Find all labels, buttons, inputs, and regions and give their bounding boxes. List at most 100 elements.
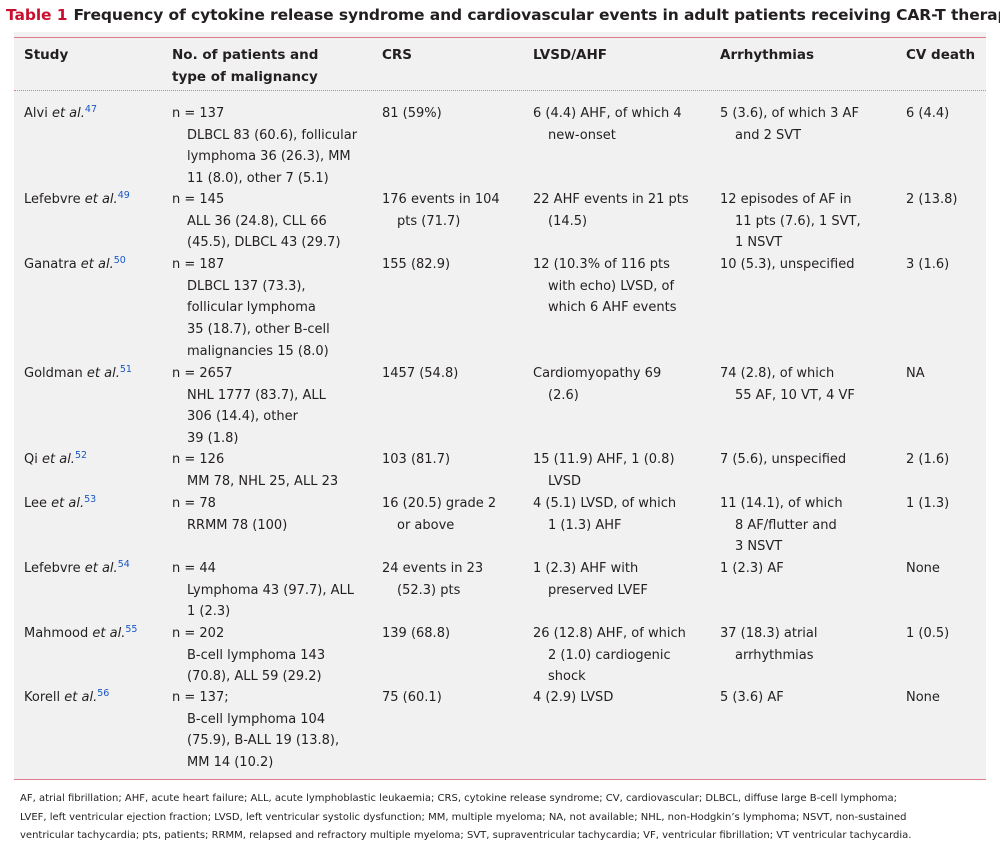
arrhythmias-cell-line: 10 (5.3), unspecified — [720, 257, 855, 272]
reference-link[interactable]: 49 — [117, 190, 130, 201]
arrhythmias-cell-line: 8 AF/flutter and — [735, 517, 837, 533]
patients-cell: n = 2657 NHL 1777 (83.7), ALL 306 (14.4), … — [172, 363, 326, 450]
arrhythmias-cell-line: 12 episodes of AF in — [720, 192, 852, 207]
lvsd-ahf-cell-line: shock — [548, 669, 586, 685]
lvsd-ahf-cell-line: 22 AHF events in 21 pts — [533, 192, 689, 207]
lvsd-ahf-cell: 15 (11.9) AHF, 1 (0.8) LVSD — [533, 449, 675, 492]
patients-cell-line: 35 (18.7), other B-cell — [187, 322, 330, 338]
patients-cell: n = 78 RRMM 78 (100) — [172, 493, 287, 536]
crs-cell-line: 81 (59%) — [382, 106, 442, 121]
cv-death-cell: NA — [906, 366, 925, 381]
crs-cell: 75 (60.1) — [382, 687, 442, 709]
patients-cell-line: n = 2657 — [172, 366, 233, 381]
cv-death-cell: 6 (4.4) — [906, 106, 950, 121]
header-patients-line1: No. of patients and — [172, 47, 319, 63]
header-lvsd-ahf: LVSD/AHF — [533, 47, 608, 63]
arrhythmias-cell: 12 episodes of AF in 11 pts (7.6), 1 SVT,… — [720, 189, 861, 254]
study-etal: et al. — [92, 626, 126, 641]
arrhythmias-cell-line: 7 (5.6), unspecified — [720, 452, 847, 467]
patients-cell-line: NHL 1777 (83.7), ALL — [187, 387, 326, 403]
arrhythmias-cell: 11 (14.1), of which 8 AF/flutter and 3 NSV… — [720, 493, 843, 558]
patients-cell-line: B-cell lymphoma 104 — [187, 711, 326, 727]
arrhythmias-cell-line: and 2 SVT — [735, 127, 802, 143]
patients-cell: n = 145 ALL 36 (24.8), CLL 66 (45.5), DLBC… — [172, 189, 341, 254]
study-author: Goldman — [24, 366, 83, 381]
patients-cell-line: ALL 36 (24.8), CLL 66 — [187, 213, 327, 229]
lvsd-ahf-cell: 4 (2.9) LVSD — [533, 687, 613, 709]
lvsd-ahf-cell-line: 1 (1.3) AHF — [548, 517, 622, 533]
study-cell: Lefebvre et al.54 — [24, 558, 130, 580]
lvsd-ahf-cell: 22 AHF events in 21 pts (14.5) — [533, 189, 689, 232]
reference-link[interactable]: 52 — [74, 450, 88, 461]
arrhythmias-cell: 37 (18.3) atrial arrhythmias — [720, 623, 818, 666]
reference-link[interactable]: 53 — [84, 494, 97, 505]
lvsd-ahf-cell-line: 26 (12.8) AHF, of which — [533, 626, 686, 641]
study-etal: et al. — [42, 452, 75, 467]
arrhythmias-cell: 5 (3.6), of which 3 AF and 2 SVT — [720, 103, 859, 146]
crs-cell: 139 (68.8) — [382, 623, 450, 645]
patients-cell-line: RRMM 78 (100) — [187, 517, 288, 533]
table-footnote: AF, atrial fibrillation; AHF, acute hear… — [20, 790, 988, 846]
header-arrhythmias: Arrhythmias — [720, 47, 815, 63]
lvsd-ahf-cell: 12 (10.3% of 116 pts with echo) LVSD, of w… — [533, 254, 676, 319]
patients-cell-line: n = 126 — [172, 452, 225, 467]
study-cell: Qi et al.52 — [24, 449, 87, 471]
patients-cell-line: n = 145 — [172, 192, 225, 207]
study-author: Lefebvre — [24, 192, 81, 207]
arrhythmias-cell: 10 (5.3), unspecified — [720, 254, 854, 276]
patients-cell-line: (75.9), B-ALL 19 (13.8), — [187, 733, 340, 749]
lvsd-ahf-cell: 1 (2.3) AHF with preserved LVEF — [533, 558, 648, 601]
reference-link[interactable]: 56 — [97, 688, 110, 699]
study-cell: Mahmood et al.55 — [24, 623, 137, 645]
patients-cell: n = 126 MM 78, NHL 25, ALL 23 — [172, 449, 338, 492]
arrhythmias-cell-line: 5 (3.6), of which 3 AF — [720, 106, 859, 121]
table-bottom-rule — [14, 779, 986, 780]
patients-cell-line: MM 78, NHL 25, ALL 23 — [187, 473, 339, 489]
arrhythmias-cell-line: 55 AF, 10 VT, 4 VF — [735, 387, 855, 403]
study-author: Mahmood — [24, 626, 89, 641]
arrhythmias-cell-line: 37 (18.3) atrial — [720, 626, 818, 641]
patients-cell-line: B-cell lymphoma 143 — [187, 647, 326, 663]
study-etal: et al. — [84, 561, 118, 576]
lvsd-ahf-cell-line: 12 (10.3% of 116 pts — [533, 257, 670, 272]
crs-cell-line: or above — [397, 517, 455, 533]
study-cell: Lefebvre et al.49 — [24, 189, 130, 211]
header-cv-death: CV death — [906, 47, 976, 63]
study-etal: et al. — [84, 192, 118, 207]
crs-cell-line: pts (71.7) — [397, 213, 461, 229]
crs-cell-line: 103 (81.7) — [382, 452, 451, 467]
lvsd-ahf-cell-line: 15 (11.9) AHF, 1 (0.8) — [533, 452, 675, 467]
crs-cell: 1457 (54.8) — [382, 363, 458, 385]
patients-cell-line: 11 (8.0), other 7 (5.1) — [187, 171, 329, 187]
patients-cell-line: Lymphoma 43 (97.7), ALL — [187, 582, 355, 598]
patients-cell: n = 44 Lymphoma 43 (97.7), ALL 1 (2.3) — [172, 558, 354, 623]
patients-cell-line: MM 14 (10.2) — [187, 755, 274, 771]
patients-cell-line: (70.8), ALL 59 (29.2) — [187, 669, 322, 685]
patients-cell: n = 202 B-cell lymphoma 143 (70.8), ALL 59… — [172, 623, 325, 688]
patients-cell-line: 1 (2.3) — [187, 604, 231, 620]
reference-link[interactable]: 47 — [84, 104, 97, 115]
arrhythmias-cell-line: 11 pts (7.6), 1 SVT, — [735, 213, 861, 229]
lvsd-ahf-cell: 26 (12.8) AHF, of which 2 (1.0) cardiogen… — [533, 623, 686, 688]
crs-cell-line: 16 (20.5) grade 2 — [382, 496, 497, 511]
reference-link[interactable]: 55 — [125, 624, 138, 635]
cv-death-cell: None — [906, 690, 940, 705]
study-author: Qi — [24, 452, 38, 467]
lvsd-ahf-cell-line: preserved LVEF — [548, 582, 648, 598]
cv-death-cell: 2 (1.6) — [906, 452, 950, 467]
lvsd-ahf-cell-line: new-onset — [548, 127, 616, 143]
reference-link[interactable]: 54 — [117, 559, 130, 570]
crs-cell-line: 176 events in 104 — [382, 192, 500, 207]
reference-link[interactable]: 50 — [113, 255, 126, 266]
study-etal: et al. — [51, 106, 85, 121]
study-author: Lefebvre — [24, 561, 81, 576]
arrhythmias-cell: 7 (5.6), unspecified — [720, 449, 846, 471]
crs-cell: 155 (82.9) — [382, 254, 450, 276]
lvsd-ahf-cell-line: Cardiomyopathy 69 — [533, 366, 662, 381]
patients-cell-line: n = 44 — [172, 561, 216, 576]
study-cell: Ganatra et al.50 — [24, 254, 126, 276]
header-patients-line2: type of malignancy — [172, 69, 318, 85]
reference-link[interactable]: 51 — [119, 364, 132, 375]
patients-cell-line: 39 (1.8) — [187, 431, 239, 447]
